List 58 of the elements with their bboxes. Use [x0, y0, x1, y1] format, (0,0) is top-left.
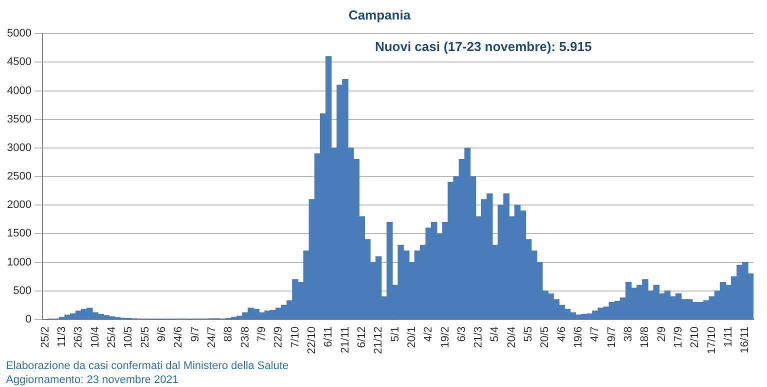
y-tick-label: 500: [13, 284, 32, 297]
x-tick-label: 21/12: [372, 326, 385, 354]
x-tick-label: 2/9: [656, 326, 668, 342]
x-tick-label: 4/7: [589, 326, 602, 342]
x-tick-label: 9/6: [156, 326, 168, 342]
x-tick-label: 5/5: [522, 326, 535, 342]
y-tick-label: 4000: [6, 84, 32, 97]
x-tick-label: 6/12: [356, 326, 368, 348]
x-tick-label: 25/4: [106, 326, 118, 348]
x-tick-label: 7/10: [289, 326, 302, 348]
y-tick-label: 3000: [6, 142, 32, 154]
chart-title: Campania: [348, 7, 412, 22]
x-tick-label: 19/7: [606, 326, 618, 348]
x-tick-label: 17/9: [672, 326, 685, 348]
x-tick-label: 25/2: [39, 326, 52, 348]
x-tick-label: 22/9: [272, 326, 285, 348]
x-tick-label: 10/5: [122, 326, 135, 348]
x-tick-label: 16/11: [739, 326, 752, 354]
text: Elaborazione da casi confermati dal Ministero della Salute: [6, 360, 288, 372]
x-tick-label: 11/3: [56, 326, 68, 348]
x-tick-label: 23/8: [239, 326, 252, 348]
x-tick-label: 9/7: [189, 326, 202, 342]
y-tick-label: 0: [25, 314, 32, 326]
x-tick-label: 19/6: [572, 326, 585, 348]
x-tick-label: 2/10: [689, 326, 702, 348]
x-tick-label: 24/6: [172, 326, 185, 348]
x-tick-label: 6/11: [322, 326, 335, 348]
x-tick-label: 24/7: [206, 326, 218, 348]
x-tick-label: 21/11: [339, 326, 352, 354]
x-tick-label: 4/6: [556, 326, 568, 342]
x-tick-label: 1/11: [722, 326, 735, 348]
y-tick-label: 3500: [6, 113, 32, 126]
y-tick-label: 1500: [6, 228, 32, 240]
x-tick-label: 21/3: [472, 326, 485, 348]
y-tick-label: 4500: [6, 56, 32, 68]
text: Aggiornamento: 23 novembre 2021: [6, 374, 178, 386]
x-tick-label: 8/8: [222, 326, 235, 342]
x-tick-label: 22/10: [306, 326, 318, 354]
y-tick-label: 2000: [6, 199, 32, 212]
x-tick-label: 6/3: [456, 326, 468, 342]
x-tick-label: 3/8: [622, 326, 635, 342]
x-tick-label: 4/2: [422, 326, 435, 342]
x-tick-label: 26/3: [72, 326, 85, 348]
y-tick-label: 2500: [6, 170, 32, 183]
x-tick-label: 20/1: [406, 326, 418, 348]
y-tick-label: 5000: [6, 28, 32, 40]
x-tick-label: 5/1: [389, 326, 402, 342]
x-tick-label: 20/4: [506, 326, 518, 348]
x-tick-label: 19/2: [439, 326, 452, 348]
y-tick-label: 1000: [6, 256, 32, 268]
x-tick-label: 7/9: [256, 326, 268, 342]
x-tick-label: 17/10: [706, 326, 718, 354]
x-tick-label: 10/4: [89, 326, 102, 348]
x-tick-label: 25/5: [139, 326, 152, 348]
x-tick-label: 5/4: [489, 326, 502, 342]
x-tick-label: 20/5: [539, 326, 552, 348]
annotation: Nuovi casi (17-23 novembre): 5.915: [374, 39, 592, 54]
x-tick-label: 18/8: [639, 326, 652, 348]
